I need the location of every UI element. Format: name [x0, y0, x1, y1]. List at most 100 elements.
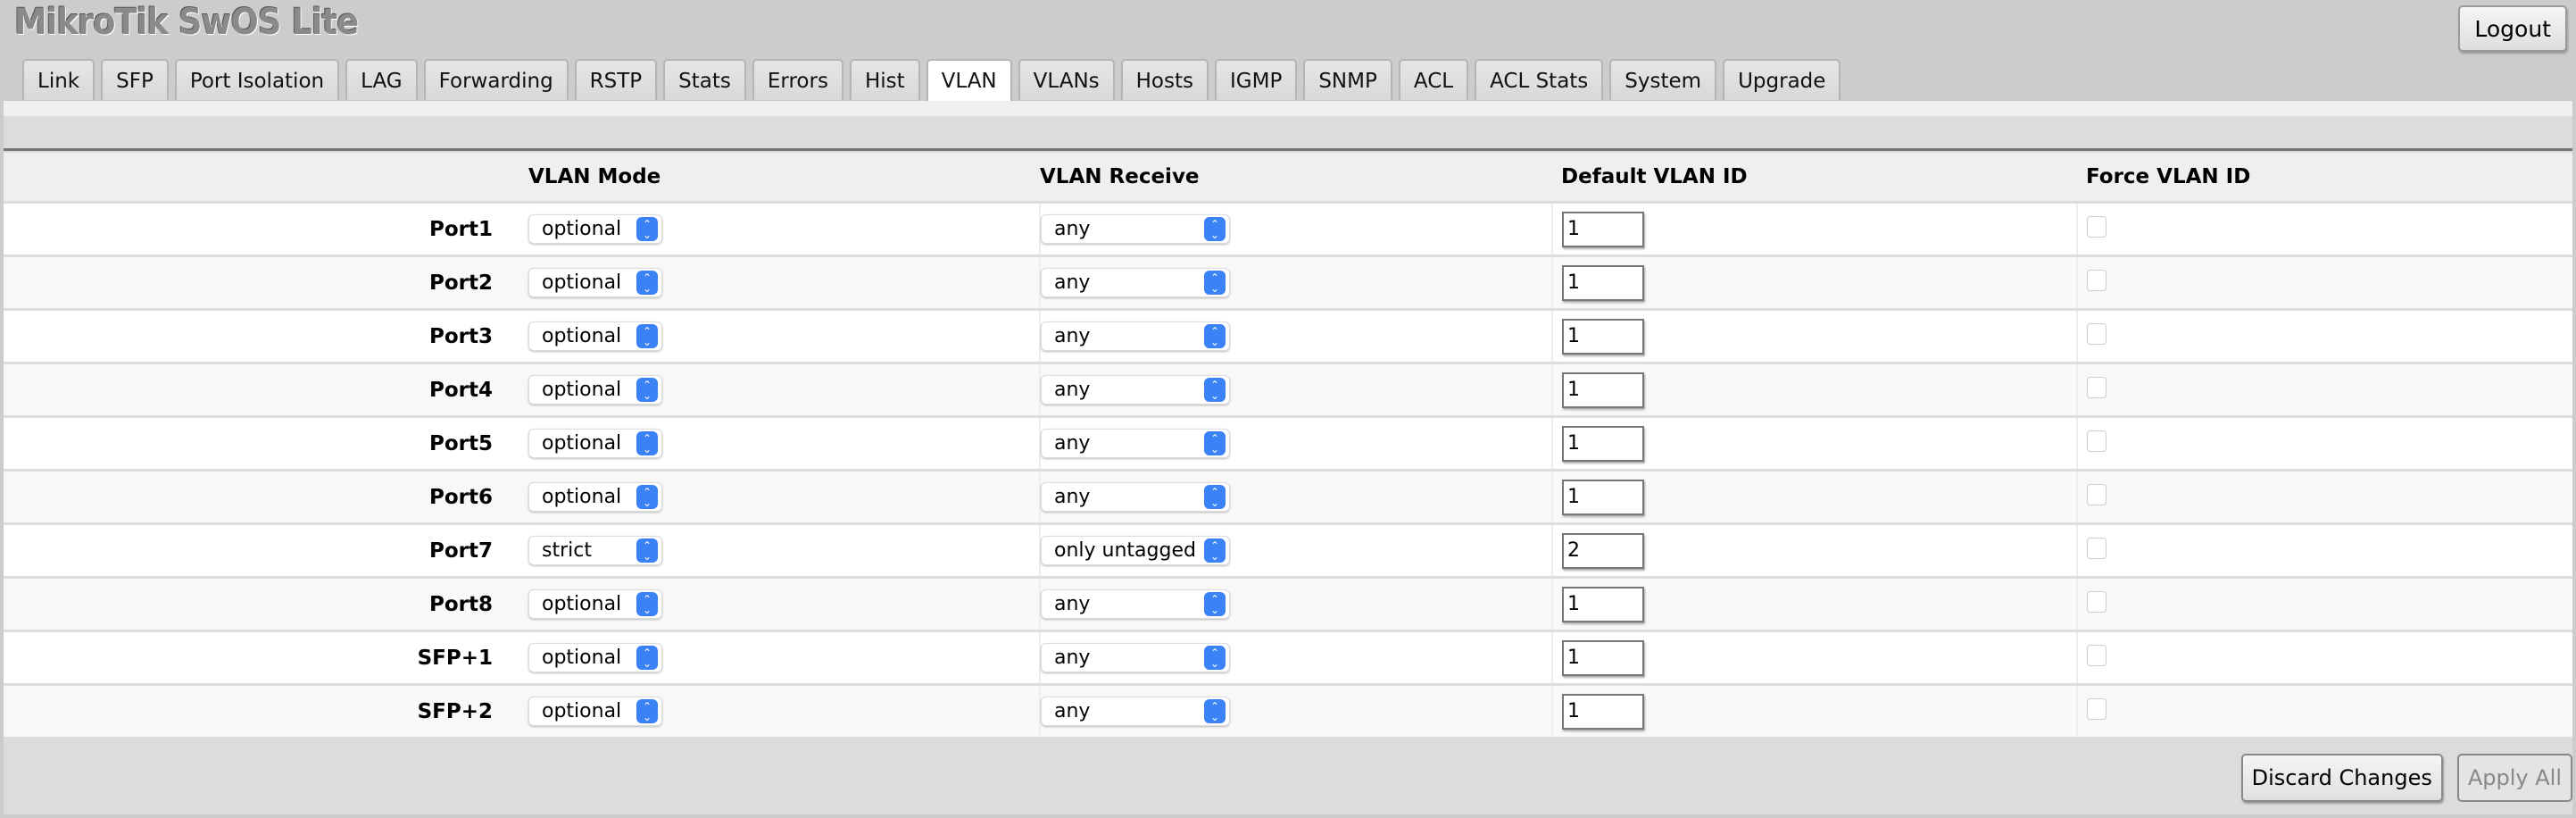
vlan-receive-select[interactable]: only untagged ⌃ ⌄ [1041, 536, 1230, 565]
vlan-receive-select[interactable]: any ⌃ ⌄ [1041, 321, 1230, 351]
force-vlan-id-checkbox[interactable] [2087, 215, 2107, 238]
tab-igmp[interactable]: IGMP [1215, 59, 1298, 100]
vlan-table: VLAN Mode VLAN Receive Default VLAN ID F… [4, 153, 2572, 739]
default-vlan-id-cell [1552, 470, 2078, 525]
header-default-vlan-id: Default VLAN ID [1552, 153, 2077, 204]
header-vlan-receive: VLAN Receive [1040, 153, 1552, 204]
default-vlan-id-input[interactable] [1562, 371, 1644, 408]
select-value: any [1054, 379, 1091, 401]
tab-hosts[interactable]: Hosts [1120, 59, 1209, 100]
default-vlan-id-input[interactable] [1562, 264, 1644, 301]
force-vlan-id-cell [2077, 630, 2572, 686]
tab-stats[interactable]: Stats [663, 59, 746, 100]
vlan-mode-select[interactable]: optional ⌃ ⌄ [528, 429, 662, 458]
vlan-receive-cell: any ⌃ ⌄ [1040, 309, 1553, 364]
vlan-receive-cell: any ⌃ ⌄ [1040, 255, 1553, 311]
vlan-mode-select[interactable]: optional ⌃ ⌄ [528, 697, 662, 726]
vlan-receive-select[interactable]: any ⌃ ⌄ [1041, 429, 1230, 458]
vlan-receive-select[interactable]: any ⌃ ⌄ [1041, 643, 1230, 672]
default-vlan-id-input[interactable] [1562, 318, 1644, 355]
chevron-up-down-icon: ⌃ ⌄ [636, 217, 658, 241]
tab-snmp[interactable]: SNMP [1303, 59, 1392, 100]
force-vlan-id-cell [2077, 523, 2572, 579]
vlan-mode-select[interactable]: optional ⌃ ⌄ [528, 375, 662, 405]
default-vlan-id-input[interactable] [1562, 693, 1644, 730]
tab-upgrade[interactable]: Upgrade [1723, 59, 1841, 100]
select-value: any [1054, 218, 1091, 240]
vlan-mode-cell: optional ⌃ ⌄ [528, 416, 1041, 472]
apply-all-button[interactable]: Apply All [2456, 754, 2572, 802]
vlan-receive-cell: only untagged ⌃ ⌄ [1040, 523, 1553, 579]
default-vlan-id-input[interactable] [1562, 479, 1644, 515]
vlan-receive-select[interactable]: any ⌃ ⌄ [1041, 589, 1230, 619]
default-vlan-id-input[interactable] [1562, 211, 1644, 247]
vlan-mode-select[interactable]: optional ⌃ ⌄ [528, 321, 662, 351]
table-row: Port4 optional ⌃ ⌄ any ⌃ ⌄ [4, 363, 2572, 418]
vlan-receive-select[interactable]: any ⌃ ⌄ [1041, 482, 1230, 512]
vlan-receive-select[interactable]: any ⌃ ⌄ [1041, 375, 1230, 405]
force-vlan-id-checkbox[interactable] [2087, 590, 2107, 613]
panel-strip [4, 101, 2572, 116]
vlan-receive-cell: any ⌃ ⌄ [1040, 630, 1553, 686]
vlan-receive-select[interactable]: any ⌃ ⌄ [1041, 268, 1230, 297]
tab-link[interactable]: Link [22, 59, 96, 100]
header-force-vlan-id: Force VLAN ID [2077, 153, 2572, 204]
tab-errors[interactable]: Errors [752, 59, 843, 100]
chevron-up-down-icon: ⌃ ⌄ [1204, 699, 1226, 723]
chevron-up-down-icon: ⌃ ⌄ [1204, 324, 1226, 348]
tab-rstp[interactable]: RSTP [574, 59, 658, 100]
vlan-receive-cell: any ⌃ ⌄ [1040, 684, 1553, 739]
force-vlan-id-checkbox[interactable] [2087, 697, 2107, 720]
tab-acl[interactable]: ACL [1398, 59, 1469, 100]
force-vlan-id-cell [2077, 255, 2572, 311]
default-vlan-id-input[interactable] [1562, 532, 1644, 569]
force-vlan-id-checkbox[interactable] [2087, 644, 2107, 666]
vlan-mode-select[interactable]: optional ⌃ ⌄ [528, 643, 662, 672]
default-vlan-id-input[interactable] [1562, 586, 1644, 622]
vlan-receive-select[interactable]: any ⌃ ⌄ [1041, 214, 1230, 244]
tab-port-isolation[interactable]: Port Isolation [174, 59, 340, 100]
vlan-mode-select[interactable]: optional ⌃ ⌄ [528, 268, 662, 297]
port-label: Port4 [4, 363, 528, 418]
tab-system[interactable]: System [1609, 59, 1717, 100]
force-vlan-id-checkbox[interactable] [2087, 376, 2107, 398]
select-value: any [1054, 325, 1091, 347]
chevron-up-down-icon: ⌃ ⌄ [636, 324, 658, 348]
port-label: Port2 [4, 255, 528, 311]
force-vlan-id-checkbox[interactable] [2087, 483, 2107, 505]
default-vlan-id-cell [1552, 202, 2078, 257]
force-vlan-id-checkbox[interactable] [2087, 269, 2107, 291]
default-vlan-id-cell [1552, 309, 2078, 364]
force-vlan-id-checkbox[interactable] [2087, 322, 2107, 345]
table-row: Port5 optional ⌃ ⌄ any ⌃ ⌄ [4, 416, 2572, 472]
default-vlan-id-input[interactable] [1562, 639, 1644, 676]
default-vlan-id-cell [1552, 630, 2078, 686]
default-vlan-id-cell [1552, 363, 2078, 418]
force-vlan-id-checkbox[interactable] [2087, 537, 2107, 559]
chevron-up-down-icon: ⌃ ⌄ [636, 538, 658, 563]
chevron-up-down-icon: ⌃ ⌄ [636, 646, 658, 670]
vlan-receive-select[interactable]: any ⌃ ⌄ [1041, 697, 1230, 726]
vlan-mode-select[interactable]: optional ⌃ ⌄ [528, 589, 662, 619]
tab-vlan[interactable]: VLAN [926, 59, 1012, 102]
vlan-mode-cell: strict ⌃ ⌄ [528, 523, 1041, 579]
vlan-mode-select[interactable]: optional ⌃ ⌄ [528, 482, 662, 512]
discard-changes-button[interactable]: Discard Changes [2240, 754, 2443, 802]
tab-lag[interactable]: LAG [345, 59, 418, 100]
tab-sfp[interactable]: SFP [101, 59, 169, 100]
tab-acl-stats[interactable]: ACL Stats [1475, 59, 1604, 100]
select-value: strict [542, 539, 592, 562]
vlan-mode-select[interactable]: strict ⌃ ⌄ [528, 536, 662, 565]
port-label: Port8 [4, 577, 528, 632]
tab-vlans[interactable]: VLANs [1018, 59, 1115, 100]
force-vlan-id-checkbox[interactable] [2087, 430, 2107, 452]
logout-button[interactable]: Logout [2458, 5, 2567, 52]
chevron-up-down-icon: ⌃ ⌄ [636, 699, 658, 723]
default-vlan-id-input[interactable] [1562, 425, 1644, 462]
chevron-up-down-icon: ⌃ ⌄ [636, 271, 658, 295]
force-vlan-id-cell [2077, 577, 2572, 632]
tab-hist[interactable]: Hist [849, 59, 920, 100]
tab-forwarding[interactable]: Forwarding [423, 59, 569, 100]
vlan-mode-select[interactable]: optional ⌃ ⌄ [528, 214, 662, 244]
chevron-up-down-icon: ⌃ ⌄ [1204, 431, 1226, 455]
